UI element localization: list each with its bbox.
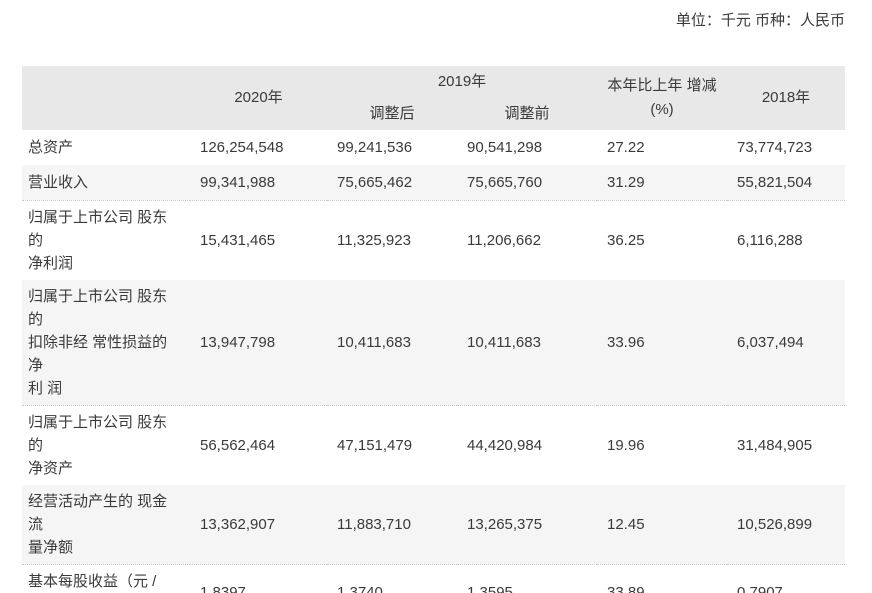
cell-change-percent: 27.22 [607, 139, 645, 156]
cell-2020: 1.8397 [200, 584, 246, 593]
cell-2019-before: 75,665,760 [467, 173, 543, 191]
table-row: 营业收入 99,341,988 75,665,462 75,665,760 31.29 5… [22, 165, 845, 200]
cell-2019-adjusted: 11,883,710 [337, 515, 411, 533]
table-row: 经营活动产生的 现金流 量净额 13,362,907 11,883,710 13,26… [22, 484, 845, 564]
header-2018: 2018年 [727, 66, 845, 130]
cell-2019-before: 13,265,375 [467, 515, 543, 533]
table-row: 归属于上市公司 股东的 扣除非经 常性损益的净 利 润 13,947,798 10,… [22, 279, 845, 405]
cell-2020: 56,562,464 [200, 436, 276, 454]
cell-2018: 31,484,905 [737, 436, 813, 454]
cell-2019-before: 11,206,662 [467, 231, 541, 249]
header-change-percent: 本年比上年 增减 (%) [597, 66, 727, 130]
cell-2019-adjusted: 10,411,683 [337, 333, 411, 351]
cell-change-percent: 36.25 [607, 231, 645, 249]
cell-change-percent: 19.96 [607, 436, 645, 454]
row-label: 归属于上市公司 股东的 扣除非经 常性损益的净 利 润 [28, 287, 168, 397]
header-2019-adjusted: 调整后 [327, 98, 457, 130]
cell-2018: 73,774,723 [737, 139, 813, 156]
table-row: 归属于上市公司 股东的 净资产 56,562,464 47,151,479 44,42… [22, 405, 845, 485]
row-label: 营业收入 [28, 173, 89, 191]
cell-2019-adjusted: 75,665,462 [337, 173, 413, 191]
row-label: 归属于上市公司 股东的 净资产 [28, 413, 168, 477]
cell-2019-adjusted: 99,241,536 [337, 139, 413, 156]
cell-2018: 55,821,504 [737, 173, 813, 191]
header-2019: 2019年 [327, 66, 597, 98]
cell-2018: 0.7907 [737, 584, 783, 593]
table-row: 归属于上市公司 股东的 净利润 15,431,465 11,325,923 11,20… [22, 200, 845, 280]
financial-summary-table: 2020年 2019年 本年比上年 增减 (%) 2018年 调整后 调整前 总… [22, 66, 845, 593]
header-row-sub: 调整后 调整前 [22, 98, 845, 130]
cell-2020: 99,341,988 [200, 173, 276, 191]
cell-2019-before: 10,411,683 [467, 333, 541, 351]
table-row: 基本每股收益（元 / 股） 1.8397 1.3740 1.3595 33.89 0.79… [22, 564, 845, 593]
cell-2020: 13,362,907 [200, 515, 276, 533]
table-body: 总资产 126,254,548 99,241,536 90,541,298 27.22 7… [22, 130, 845, 593]
cell-2019-adjusted: 1.3740 [337, 584, 383, 593]
cell-change-percent: 33.96 [607, 333, 645, 351]
cell-2019-before: 44,420,984 [467, 436, 543, 454]
header-2019-before: 调整前 [457, 98, 597, 130]
header-2020: 2020年 [190, 66, 327, 130]
cell-2019-before: 1.3595 [467, 584, 513, 593]
cell-2019-adjusted: 11,325,923 [337, 231, 411, 249]
row-label: 基本每股收益（元 / 股） [28, 572, 157, 590]
unit-note: 单位：千元 币种：人民币 [675, 12, 845, 29]
table-header: 2020年 2019年 本年比上年 增减 (%) 2018年 调整后 调整前 [22, 66, 845, 130]
table-row: 总资产 126,254,548 99,241,536 90,541,298 27.22 7… [22, 130, 845, 165]
header-indicator [22, 66, 190, 130]
cell-2019-adjusted: 47,151,479 [337, 436, 413, 454]
cell-change-percent: 31.29 [607, 173, 645, 191]
header-row-top: 2020年 2019年 本年比上年 增减 (%) 2018年 [22, 66, 845, 130]
row-label: 总资产 [28, 139, 74, 156]
cell-2020: 126,254,548 [200, 139, 284, 156]
row-label: 归属于上市公司 股东的 净利润 [28, 208, 168, 272]
cell-2020: 13,947,798 [200, 333, 276, 351]
cell-change-percent: 33.89 [607, 584, 645, 593]
cell-2019-before: 90,541,298 [467, 139, 543, 156]
cell-2018: 6,037,494 [737, 333, 804, 351]
cell-change-percent: 12.45 [607, 515, 645, 533]
cell-2020: 15,431,465 [200, 231, 276, 249]
cell-2018: 6,116,288 [737, 231, 803, 249]
row-label: 经营活动产生的 现金流 量净额 [28, 492, 168, 556]
cell-2018: 10,526,899 [737, 515, 813, 533]
